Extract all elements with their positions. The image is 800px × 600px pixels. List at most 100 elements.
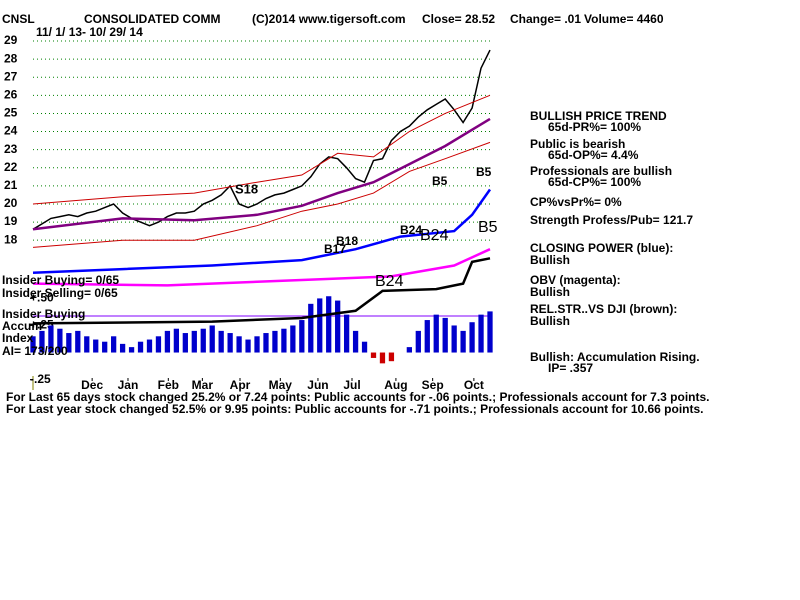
y-tick-label: 29: [4, 33, 18, 47]
right-text: 65d-OP%= 4.4%: [548, 148, 639, 162]
right-text: OBV (magenta):: [530, 273, 621, 287]
change: Change= .01: [510, 12, 581, 26]
subtitle: 11/ 1/ 13- 10/ 29/ 14: [36, 25, 143, 39]
x-tick-label: Feb: [158, 378, 179, 392]
accum-bar: [281, 328, 287, 353]
accum-bar: [460, 330, 466, 353]
accum-bar: [30, 336, 36, 353]
series-line: [32, 257, 491, 325]
accum-bar: [335, 300, 341, 353]
accum-bar: [343, 314, 350, 353]
x-tick-label: May: [269, 378, 293, 392]
annotation: B24: [400, 223, 422, 237]
accum-bar: [442, 317, 448, 353]
series-line: [32, 248, 491, 287]
accum-bar: [361, 341, 368, 353]
annotation: B17: [324, 242, 346, 256]
annotation: B24: [420, 227, 449, 244]
right-text: Bullish: Accumulation Rising.: [530, 350, 700, 364]
accum-bar: [370, 352, 377, 358]
accum-bar: [406, 347, 412, 353]
accum-bar: [155, 336, 162, 353]
accum-bar: [352, 330, 359, 353]
accum-bar: [272, 330, 278, 353]
x-tick-label: Dec: [81, 378, 103, 392]
accum-bar: [299, 320, 305, 353]
right-text: CLOSING POWER (blue):: [530, 241, 673, 255]
accum-tick-label: -.25: [30, 372, 51, 386]
annotation: B5: [432, 174, 448, 188]
y-tick-label: 21: [4, 178, 18, 192]
x-tick-label: Jun: [307, 378, 328, 392]
accum-bar: [128, 347, 135, 353]
right-text: Bullish: [530, 314, 570, 328]
annotation: B18: [336, 234, 358, 248]
right-text: Strength Profess/Pub= 121.7: [530, 213, 693, 227]
right-text: IP= .357: [548, 361, 593, 375]
insider-label: Index: [2, 331, 34, 345]
annotation: B5: [478, 219, 498, 236]
x-tick-label: Mar: [192, 378, 214, 392]
y-tick-label: 25: [4, 106, 18, 120]
accum-bar: [173, 328, 180, 353]
y-tick-label: 26: [4, 88, 18, 102]
series-line: [32, 141, 491, 248]
accum-bar: [75, 330, 81, 353]
insider-label: AI= 173/200: [2, 344, 68, 358]
right-text: BULLISH PRICE TREND: [530, 109, 667, 123]
accum-bar: [478, 314, 484, 353]
accum-bar: [93, 339, 99, 353]
right-text: 65d-CP%= 100%: [548, 175, 641, 189]
chart-title: CONSOLIDATED COMM: [84, 12, 220, 26]
insider-label: Accum: [2, 319, 42, 333]
accum-bar: [39, 330, 45, 353]
symbol: CNSL: [2, 12, 35, 26]
accum-bar: [317, 298, 323, 353]
y-tick-label: 18: [4, 232, 18, 246]
y-tick-label: 20: [4, 196, 18, 210]
y-tick-label: 24: [4, 124, 18, 138]
volume: Volume= 4460: [584, 12, 664, 26]
footer-text: For Last year stock changed 52.5% or 9.9…: [6, 402, 704, 416]
accum-bar: [111, 336, 117, 353]
right-text: Professionals are bullish: [530, 164, 672, 178]
accum-bar: [263, 333, 269, 353]
accum-bar: [308, 303, 314, 353]
accum-bar: [227, 333, 233, 353]
accum-bar: [254, 336, 260, 353]
accum-bar: [326, 296, 332, 353]
accum-bar: [379, 352, 386, 364]
accum-bar: [415, 330, 421, 353]
accum-bar: [119, 343, 126, 353]
series-line: [32, 188, 492, 275]
accum-bar: [191, 330, 197, 353]
accum-bar: [57, 328, 63, 353]
footer-text: For Last 65 days stock changed 25.2% or …: [6, 390, 710, 404]
accum-tick-label: +.50: [30, 291, 54, 305]
y-tick-label: 22: [4, 160, 18, 174]
right-text: Bullish: [530, 285, 570, 299]
accum-bar: [290, 325, 296, 353]
accum-bar: [424, 320, 430, 353]
accum-bar: [200, 328, 206, 353]
x-tick-label: Jul: [343, 378, 360, 392]
annotation: B5: [476, 165, 492, 179]
x-tick-label: Apr: [230, 378, 251, 392]
accum-bar: [182, 333, 188, 353]
insider-label: Insider Buying: [2, 307, 85, 321]
annotation: S18: [235, 181, 258, 196]
series-line: [32, 117, 491, 231]
annotation: B24: [375, 273, 404, 290]
source: (C)2014 www.tigersoft.com: [252, 12, 406, 26]
accum-bar: [164, 330, 171, 353]
accum-bar: [433, 314, 439, 353]
close: Close= 28.52: [422, 12, 495, 26]
insider-label: Insider Selling= 0/65: [2, 286, 118, 300]
right-text: REL.STR..VS DJI (brown):: [530, 302, 677, 316]
right-text: 65d-PR%= 100%: [548, 120, 641, 134]
right-text: Public is bearish: [530, 137, 625, 151]
accum-bar: [388, 352, 395, 362]
x-tick-label: Aug: [384, 378, 407, 392]
